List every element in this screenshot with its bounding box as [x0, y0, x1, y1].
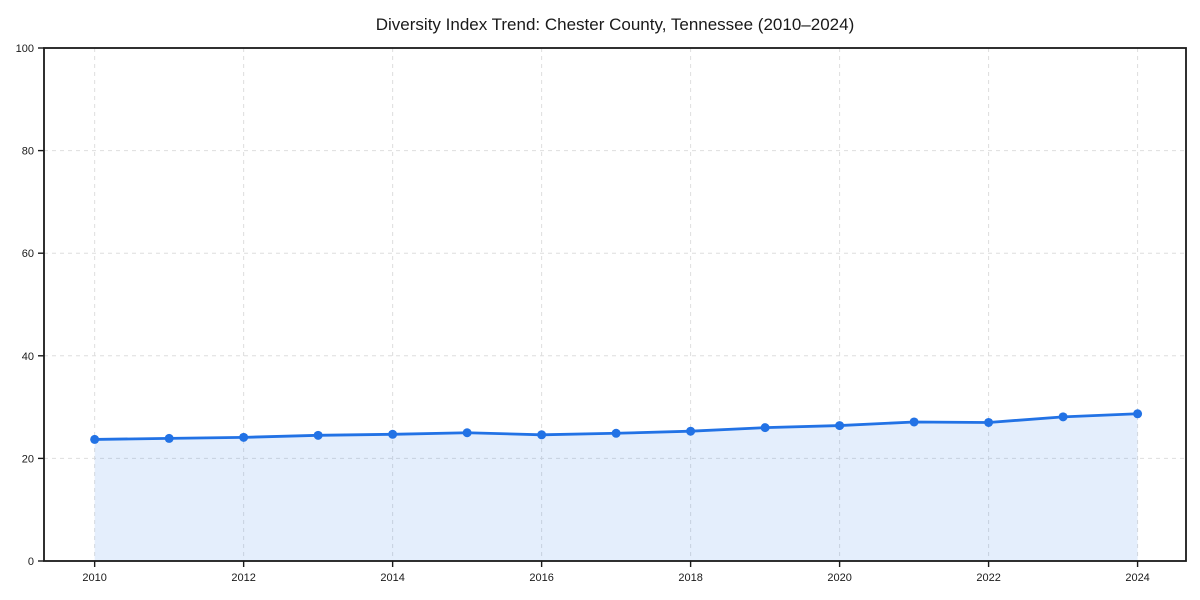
y-tick-label: 80	[22, 146, 34, 158]
data-point	[1058, 412, 1068, 422]
x-tick-label: 2012	[231, 572, 255, 584]
plot-border	[43, 47, 1187, 562]
y-tick-label: 20	[22, 453, 34, 465]
data-point	[611, 428, 621, 438]
data-point	[462, 428, 472, 438]
data-point	[686, 426, 696, 436]
data-point	[313, 430, 323, 440]
data-point	[760, 423, 770, 433]
data-point	[835, 421, 845, 431]
x-tick-label: 2024	[1125, 572, 1149, 584]
data-point	[388, 429, 398, 439]
data-point	[984, 417, 994, 427]
x-tick-label: 2010	[82, 572, 106, 584]
data-point	[164, 433, 174, 443]
x-tick-label: 2016	[529, 572, 553, 584]
x-tick-label: 2020	[827, 572, 851, 584]
data-point	[537, 430, 547, 440]
x-tick-label: 2014	[380, 572, 404, 584]
data-point	[1133, 409, 1143, 419]
data-point	[239, 432, 249, 442]
chart-title: Diversity Index Trend: Chester County, T…	[376, 15, 854, 34]
y-tick-label: 100	[16, 43, 34, 55]
y-tick-label: 60	[22, 248, 34, 260]
x-tick-label: 2022	[976, 572, 1000, 584]
plot-area: 2010 2012 2014 2016 2018 2020 2022 2024 0 20 40 60 8…	[16, 43, 1187, 584]
x-tick-label: 2018	[678, 572, 702, 584]
y-tick-label: 0	[28, 556, 34, 568]
area-fill	[94, 413, 1138, 561]
data-point	[90, 434, 100, 444]
data-point	[909, 417, 919, 427]
y-tick-label: 40	[22, 351, 34, 363]
